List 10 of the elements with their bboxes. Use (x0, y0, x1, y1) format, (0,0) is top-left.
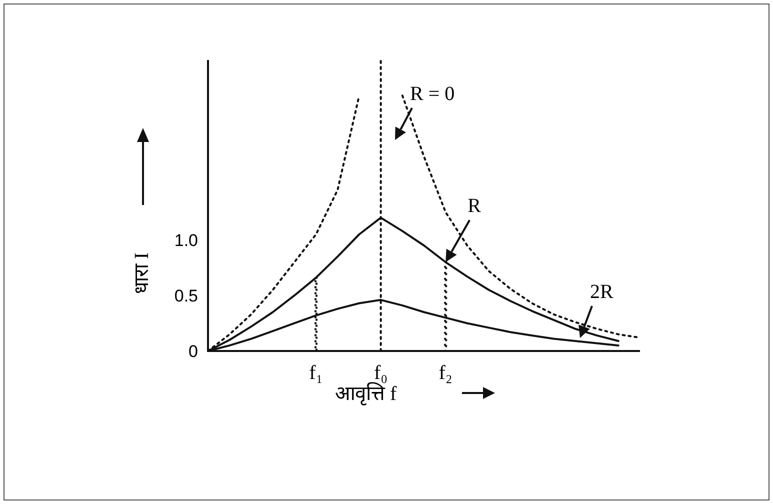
x-axis-title: आवृत्ति f (335, 382, 397, 406)
y-axis-title: धारा I (131, 252, 153, 294)
y-tick-label: 1.0 (174, 230, 198, 250)
x-tick-label: f₂ (438, 362, 452, 384)
y-tick-label: 0 (188, 342, 198, 361)
annotation: R (468, 195, 482, 218)
annotation: 2R (590, 281, 614, 303)
annotation: R = 0 (410, 83, 455, 105)
x-tick-label: f₁ (309, 362, 323, 384)
y-tick-label: 0.5 (174, 286, 198, 306)
